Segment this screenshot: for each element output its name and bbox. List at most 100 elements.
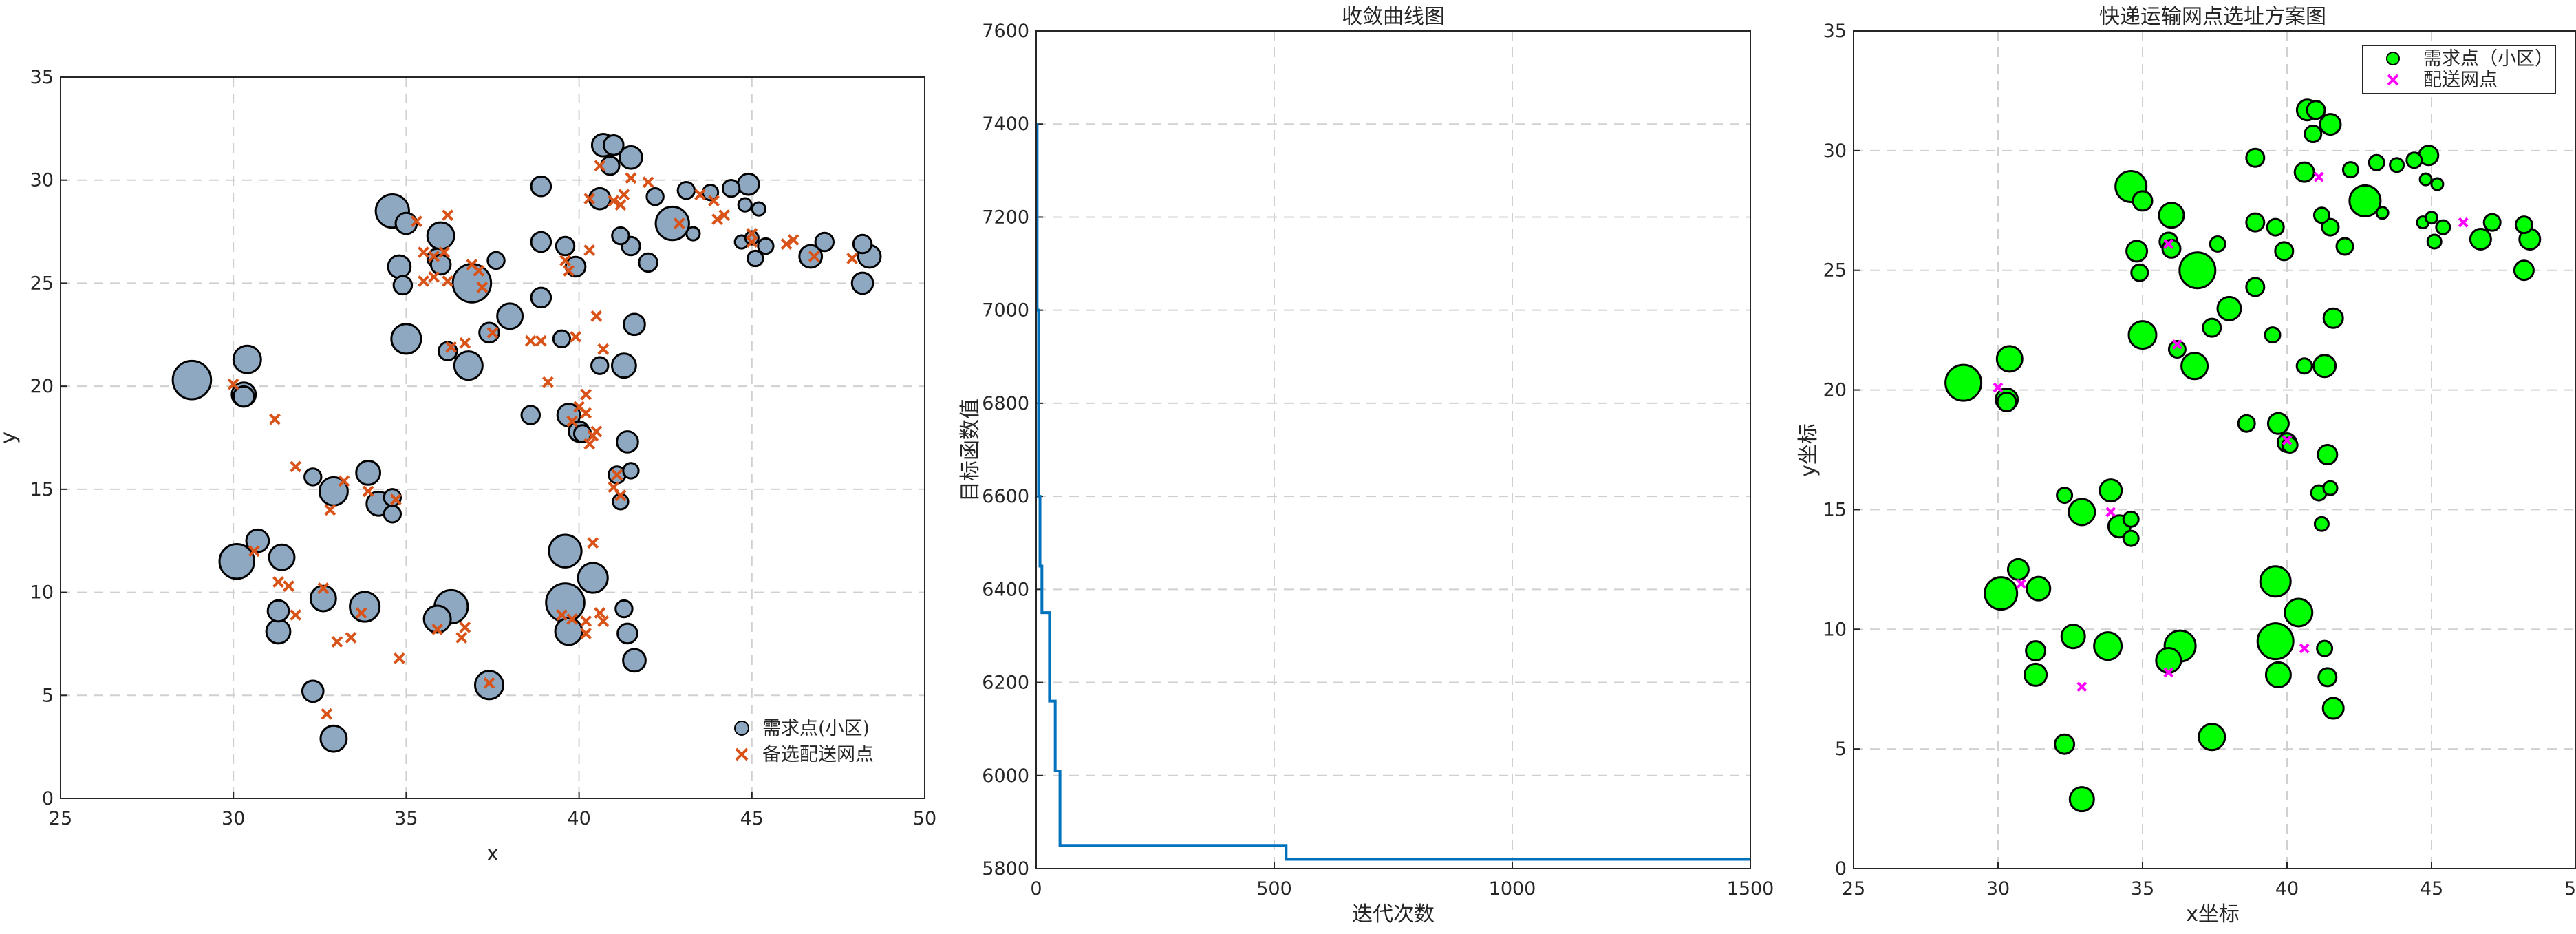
demand-point [2341, 161, 2359, 179]
site-marker [431, 624, 444, 635]
demand-point [303, 467, 323, 487]
site-marker [535, 335, 547, 347]
site-marker [587, 537, 599, 549]
site-marker [476, 282, 489, 293]
site-marker [442, 209, 454, 222]
site-marker [711, 213, 723, 226]
site-marker [597, 615, 610, 627]
demand-point [2264, 661, 2292, 688]
x-tick-label: 0 [1030, 878, 1042, 900]
demand-point [2245, 147, 2266, 168]
site-marker [580, 407, 592, 419]
demand-point [2322, 307, 2344, 329]
demand-point [2202, 317, 2222, 338]
site-marker [290, 609, 302, 621]
legend-site-marker [2387, 74, 2399, 86]
site-marker [438, 246, 451, 258]
x-tick-label: 45 [2420, 878, 2443, 900]
y-tick-label: 7600 [982, 21, 1029, 42]
site-marker [355, 607, 367, 619]
site-marker [2016, 578, 2027, 589]
demand-point [814, 231, 835, 253]
demand-point [265, 618, 292, 645]
demand-point [2418, 172, 2433, 187]
chart-title: 收敛曲线图 [1342, 5, 1445, 29]
x-axis-label: 迭代次数 [1352, 902, 1435, 926]
demand-point [2293, 161, 2315, 183]
y-tick-label: 10 [30, 582, 54, 604]
demand-point [577, 562, 609, 594]
y-tick-label: 20 [1823, 380, 1847, 401]
demand-point [685, 226, 701, 242]
demand-point [2025, 640, 2047, 662]
axes-box [1853, 30, 2576, 869]
demand-point [614, 599, 634, 619]
y-tick-label: 25 [30, 273, 54, 294]
site-marker [590, 310, 603, 322]
site-marker [442, 275, 454, 287]
demand-point [2026, 575, 2052, 602]
demand-point [603, 134, 625, 156]
y-axis-label: y坐标 [1796, 423, 1821, 477]
y-tick-label: 0 [42, 788, 54, 809]
site-marker [614, 489, 627, 502]
demand-point [2024, 662, 2048, 687]
demand-point [2178, 251, 2217, 290]
site-marker [321, 708, 333, 720]
demand-point [623, 312, 646, 337]
demand-point [2405, 151, 2423, 169]
tick-labels: 25 30 35 40 45 50 0 5 10 15 20 25 30 35 [1823, 21, 2576, 900]
site-marker [808, 251, 820, 262]
demand-point [473, 670, 504, 701]
site-marker [563, 265, 575, 277]
demand-point [355, 460, 382, 486]
chart-title: 快递运输网点选址方案图 [2099, 5, 2326, 29]
demand-point [2122, 510, 2140, 528]
y-tick-label: 6400 [982, 579, 1029, 600]
y-tick-label: 0 [1835, 858, 1847, 880]
site-marker [418, 246, 429, 258]
demand-point [654, 205, 690, 242]
demand-point [2348, 184, 2382, 217]
demand-point [2313, 516, 2330, 532]
demand-point [2245, 212, 2266, 233]
site-marker [428, 251, 440, 262]
demand-point [2068, 498, 2096, 527]
demand-point [2514, 215, 2533, 235]
demand-point [2264, 326, 2282, 344]
legend: 需求点(小区) 备选配送网点 [734, 718, 874, 765]
grid [1035, 30, 1751, 869]
demand-point [2125, 240, 2149, 263]
demand-point [2266, 217, 2285, 237]
axes-box [60, 76, 925, 799]
panel-convergence: 0 500 1000 1500 5800 6000 6200 6400 6600 6800 7000… [958, 5, 1774, 926]
tick-labels: 0 500 1000 1500 5800 6000 6200 6400 6600 6800 7000… [982, 21, 1774, 900]
demand-point [218, 542, 255, 580]
demand-point [2469, 228, 2492, 251]
demand-point [2319, 113, 2342, 136]
x-tick-label: 30 [222, 808, 245, 829]
y-tick-label: 7200 [982, 206, 1029, 228]
demand-point [2158, 202, 2185, 229]
site-marker [846, 253, 858, 264]
site-marker [283, 580, 294, 593]
demand-point [1996, 391, 2017, 412]
demand-point [2180, 352, 2209, 381]
y-tick-label: 6200 [982, 672, 1029, 694]
demand-point [390, 323, 422, 355]
site-marker [2313, 171, 2324, 182]
demand-point [2256, 622, 2295, 661]
legend-site-label: 配送网点 [2423, 70, 2498, 91]
demand-point [545, 582, 586, 623]
site-marker [389, 493, 402, 506]
demand-point [622, 462, 640, 480]
site-marker [787, 234, 799, 246]
x-tick-label: 40 [567, 808, 590, 829]
demand-point [2321, 217, 2340, 237]
legend-demand-label: 需求点（小区） [2423, 48, 2553, 70]
y-tick-label: 15 [1823, 499, 1847, 520]
y-tick-label: 25 [1823, 260, 1847, 282]
convergence-line [1035, 123, 1750, 861]
demand-point [530, 286, 552, 309]
demand-point [744, 230, 760, 246]
